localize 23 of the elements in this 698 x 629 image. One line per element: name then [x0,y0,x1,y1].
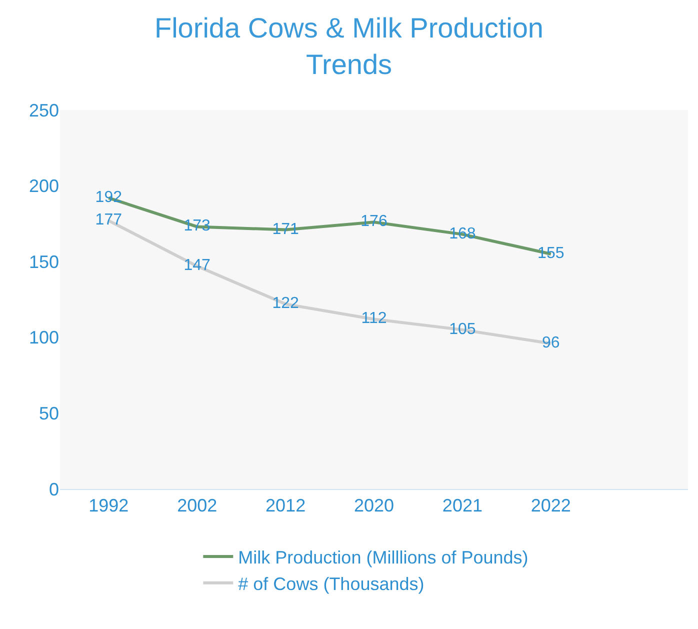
x-tick-label: 2022 [530,496,571,516]
data-label: 122 [272,295,299,312]
chart-title: Florida Cows & Milk Production Trends [154,12,544,80]
data-label: 177 [95,212,122,229]
legend-label: # of Cows (Thousands) [238,574,424,594]
y-tick-label: 150 [28,252,59,272]
y-tick-label: 100 [28,328,59,348]
x-tick-label: 2012 [266,496,306,516]
x-tick-label: 2020 [354,496,394,516]
data-label: 96 [542,334,560,352]
x-tick-label: 1992 [88,496,129,516]
y-tick-label: 250 [28,100,59,120]
legend-label: Milk Production (Milllions of Pounds) [238,547,528,568]
data-label: 155 [538,245,564,262]
data-label: 105 [449,320,476,338]
x-tick-label: 2021 [442,496,482,516]
y-tick-label: 0 [48,479,59,500]
data-label: 112 [361,310,387,328]
y-tick-label: 200 [28,176,59,196]
data-label: 147 [184,257,211,274]
x-tick-label: 2002 [177,496,218,516]
data-label: 192 [95,188,122,206]
y-tick-label: 50 [38,404,59,424]
